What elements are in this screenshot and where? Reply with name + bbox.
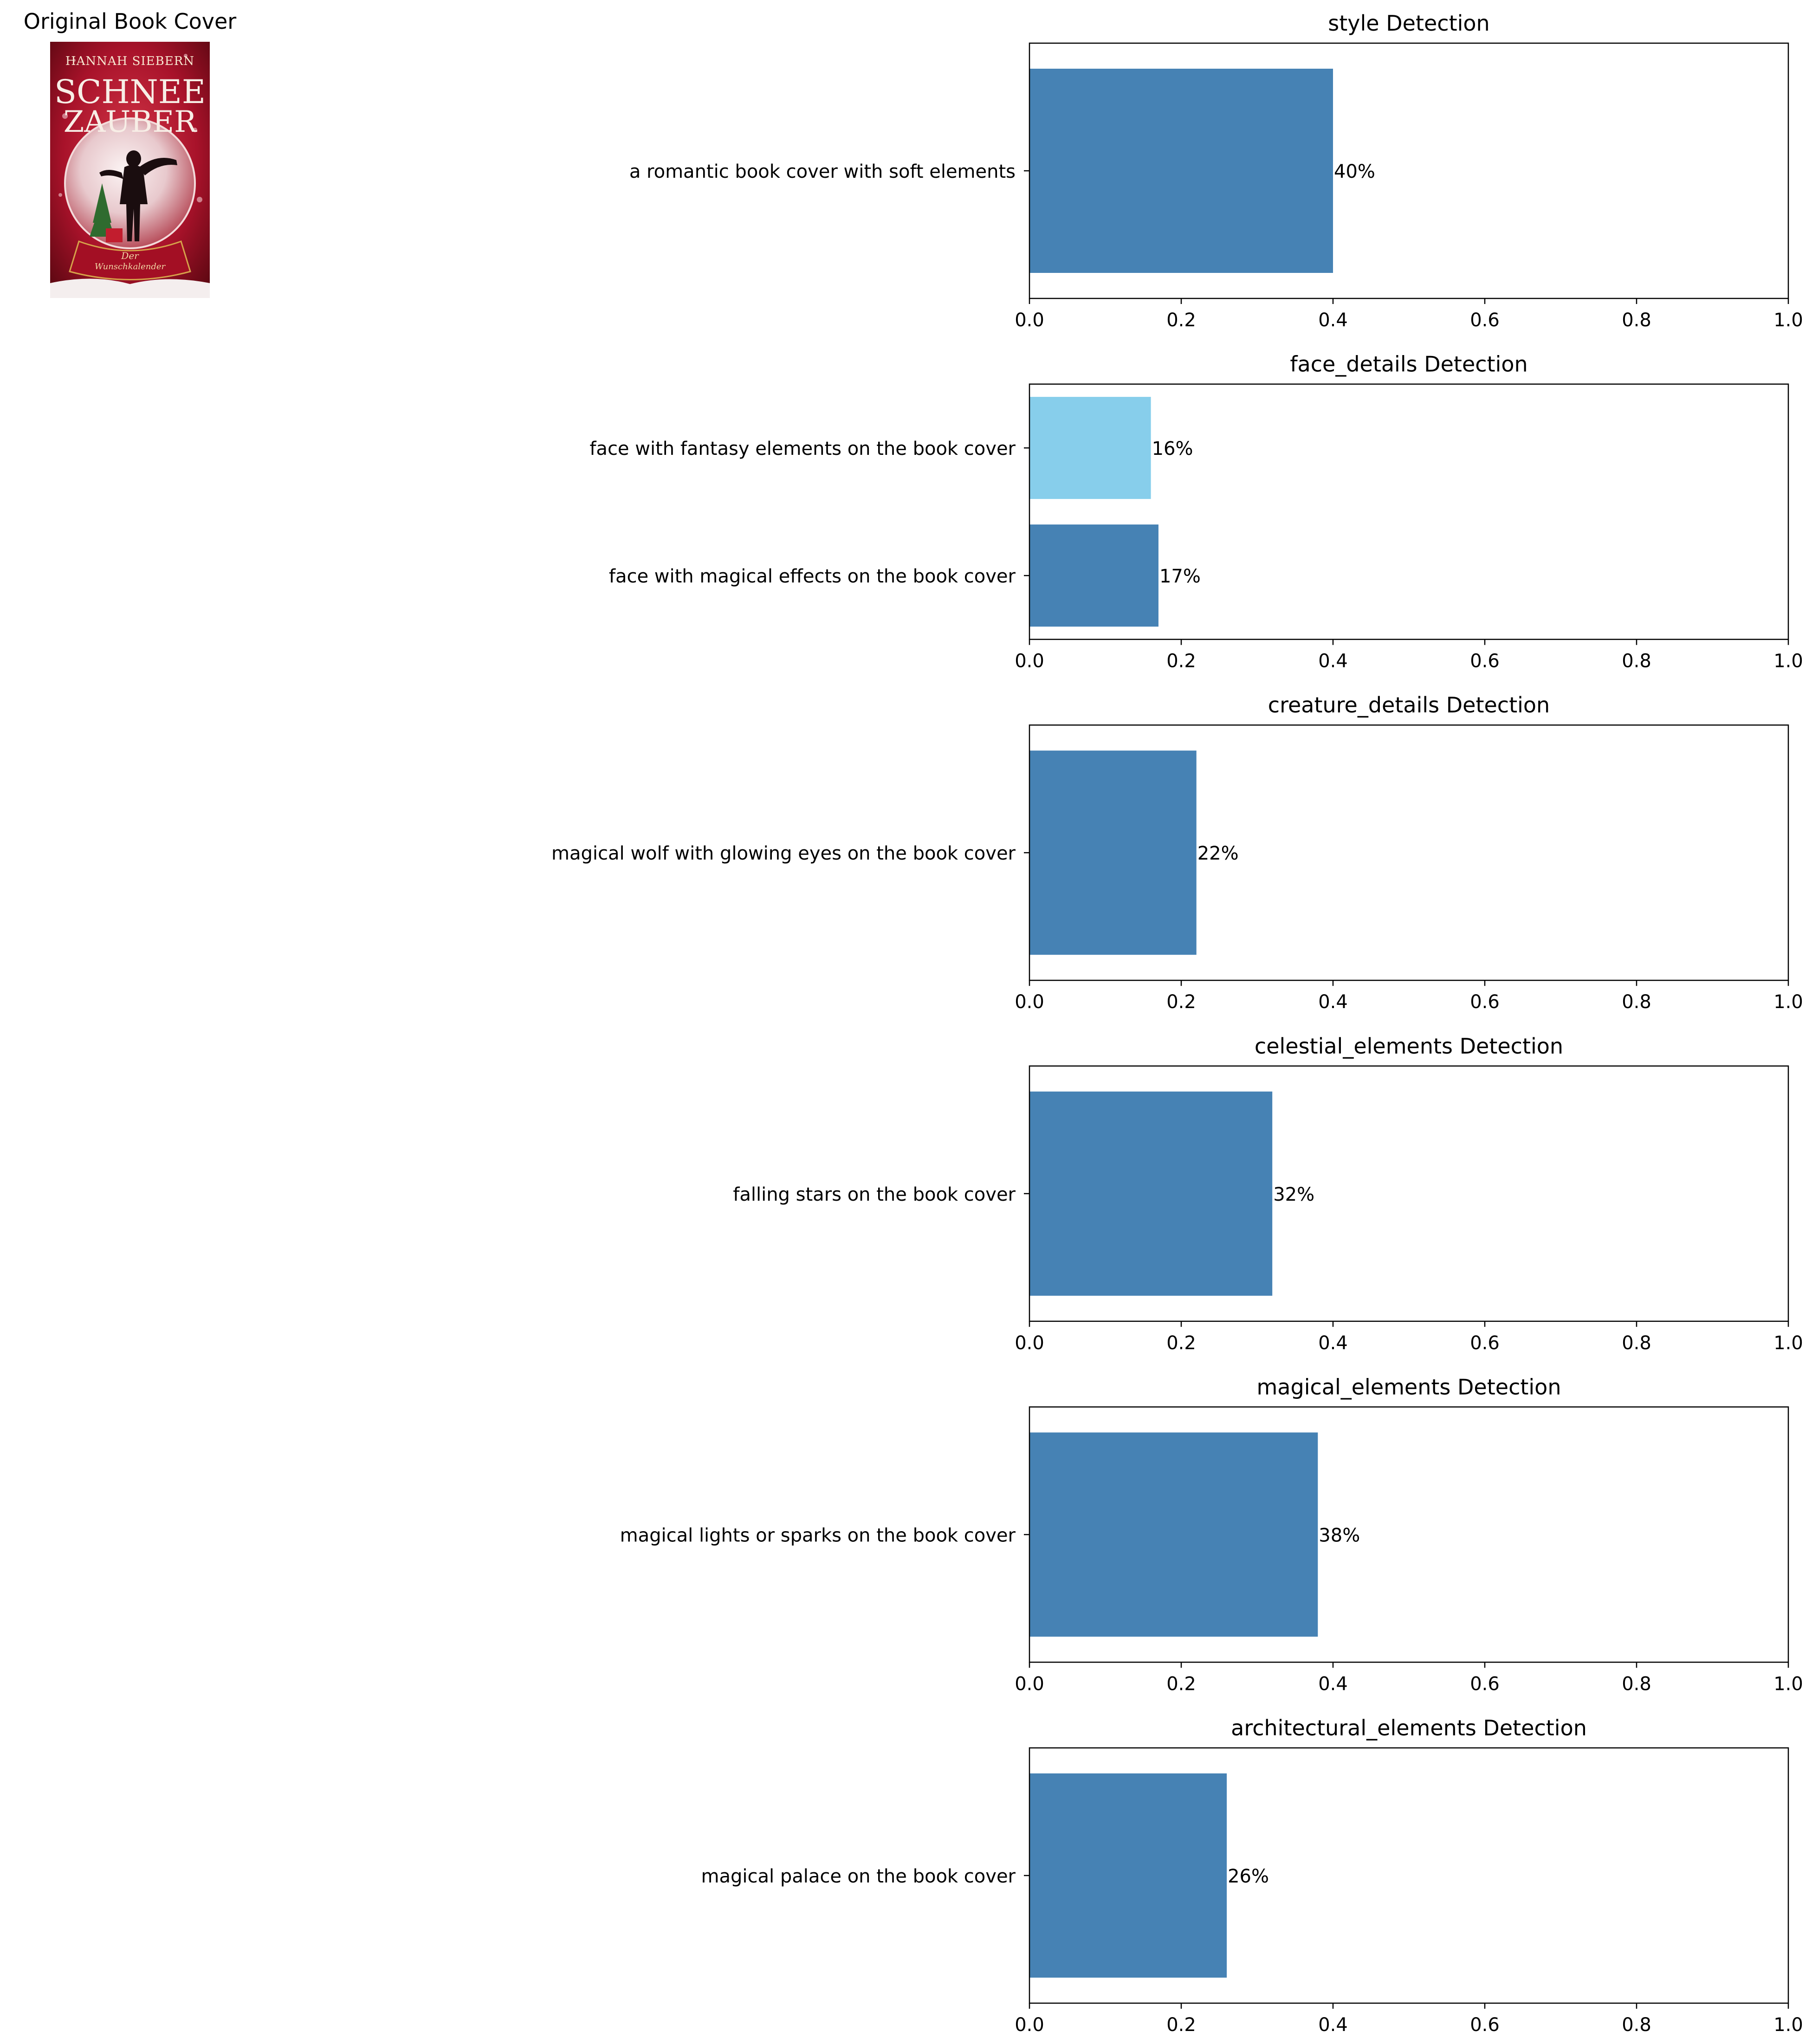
x-tick-label: 0.8 — [1622, 1673, 1651, 1695]
x-tick-label: 1.0 — [1773, 1673, 1803, 1695]
chart-panel: celestial_elements Detection 32% falling s… — [733, 1034, 1803, 1354]
chart-panel: creature_details Detection 22% magical wol… — [551, 692, 1803, 1013]
x-tick-label: 0.8 — [1622, 310, 1651, 331]
axes-frame — [1029, 724, 1789, 981]
bar-value-label: 32% — [1273, 1184, 1314, 1205]
x-tick-label: 1.0 — [1773, 310, 1803, 331]
x-tick-label: 0.4 — [1318, 310, 1348, 331]
x-tick-label: 0.6 — [1470, 991, 1500, 1013]
globe-base — [69, 240, 191, 280]
cover-panel: Original Book Cover — [24, 9, 237, 298]
x-tick-label: 0.2 — [1166, 310, 1196, 331]
book-cover-image: HANNAH SIEBERN SCHNEE ZAUBER Der Wunschk… — [50, 42, 210, 298]
x-tick-label: 0.0 — [1015, 1332, 1044, 1354]
category-label: face with magical effects on the book co… — [609, 566, 1016, 587]
x-tick-label: 0.6 — [1470, 1332, 1500, 1354]
category-label: magical wolf with glowing eyes on the bo… — [551, 843, 1016, 864]
x-tick-label: 0.4 — [1318, 1673, 1348, 1695]
cover-book-title-1: SCHNEE — [54, 73, 206, 111]
x-tick-label: 0.2 — [1166, 1332, 1196, 1354]
x-tick-label: 0.0 — [1015, 310, 1044, 331]
x-tick-label: 0.6 — [1470, 2014, 1500, 2036]
bar-value-label: 40% — [1334, 161, 1375, 182]
cover-author: HANNAH SIEBERN — [65, 54, 194, 68]
bar[interactable] — [1029, 1773, 1227, 1978]
cover-subtitle-2: Wunschkalender — [95, 262, 166, 272]
x-tick-label: 0.4 — [1318, 651, 1348, 672]
x-tick-label: 0.8 — [1622, 2014, 1651, 2036]
bar[interactable] — [1029, 1432, 1318, 1637]
x-tick-label: 0.0 — [1015, 1673, 1044, 1695]
bar[interactable] — [1029, 524, 1158, 627]
chart-title: face_details Detection — [1290, 352, 1527, 377]
snowflake-decorations — [58, 54, 202, 202]
cover-subtitle-1: Der — [121, 250, 139, 261]
chart-title: celestial_elements Detection — [1255, 1034, 1563, 1059]
category-label: magical lights or sparks on the book cov… — [620, 1525, 1016, 1546]
x-tick-label: 0.8 — [1622, 991, 1651, 1013]
x-tick-label: 0.4 — [1318, 2014, 1348, 2036]
axes-frame — [1029, 1406, 1789, 1663]
cover-book-title-2: ZAUBER — [64, 105, 197, 139]
category-label: magical palace on the book cover — [701, 1866, 1016, 1887]
snow-ground — [50, 278, 210, 298]
x-tick-label: 0.0 — [1015, 991, 1044, 1013]
axes-frame — [1029, 383, 1789, 640]
x-tick-label: 0.2 — [1166, 651, 1196, 672]
chart-title: architectural_elements Detection — [1231, 1715, 1587, 1740]
chart-panel: magical_elements Detection 38% magical lig… — [620, 1374, 1803, 1695]
chart-panel: architectural_elements Detection 26% magic… — [701, 1715, 1803, 2036]
x-tick-label: 0.6 — [1470, 651, 1500, 672]
category-label: falling stars on the book cover — [733, 1184, 1016, 1205]
chart-title: magical_elements Detection — [1257, 1374, 1561, 1399]
bar-value-label: 17% — [1159, 566, 1201, 587]
x-tick-label: 0.6 — [1470, 310, 1500, 331]
bar-value-label: 38% — [1319, 1525, 1360, 1546]
axes-frame — [1029, 1065, 1789, 1322]
x-tick-label: 0.4 — [1318, 991, 1348, 1013]
x-tick-label: 1.0 — [1773, 651, 1803, 672]
bar[interactable] — [1029, 69, 1333, 273]
bar-value-label: 16% — [1152, 438, 1193, 459]
bar-value-label: 26% — [1228, 1866, 1269, 1887]
x-tick-label: 0.2 — [1166, 991, 1196, 1013]
category-label: face with fantasy elements on the book c… — [589, 438, 1016, 459]
bar-value-label: 22% — [1197, 843, 1239, 864]
x-tick-label: 0.8 — [1622, 651, 1651, 672]
axes-frame — [1029, 1747, 1789, 2004]
detection-charts: style Detection 40% a romantic book cover … — [551, 11, 1803, 2036]
chart-panel: face_details Detection 17% face with magic… — [589, 352, 1803, 672]
axes-frame — [1029, 42, 1789, 299]
bar[interactable] — [1029, 1091, 1273, 1296]
x-tick-label: 1.0 — [1773, 2014, 1803, 2036]
bar[interactable] — [1029, 750, 1197, 955]
cover-panel-title: Original Book Cover — [24, 9, 237, 34]
x-tick-label: 1.0 — [1773, 1332, 1803, 1354]
x-tick-label: 0.6 — [1470, 1673, 1500, 1695]
x-tick-label: 0.4 — [1318, 1332, 1348, 1354]
category-label: a romantic book cover with soft elements — [629, 161, 1016, 182]
chart-panel: style Detection 40% a romantic book cover … — [629, 11, 1803, 331]
chart-title: creature_details Detection — [1268, 692, 1550, 718]
bar[interactable] — [1029, 397, 1151, 499]
x-tick-label: 0.8 — [1622, 1332, 1651, 1354]
gift-icon — [106, 228, 123, 242]
x-tick-label: 0.0 — [1015, 651, 1044, 672]
x-tick-label: 0.0 — [1015, 2014, 1044, 2036]
chart-title: style Detection — [1328, 11, 1489, 36]
x-tick-label: 0.2 — [1166, 2014, 1196, 2036]
x-tick-label: 0.2 — [1166, 1673, 1196, 1695]
x-tick-label: 1.0 — [1773, 991, 1803, 1013]
couple-silhouette-icon — [99, 150, 177, 241]
